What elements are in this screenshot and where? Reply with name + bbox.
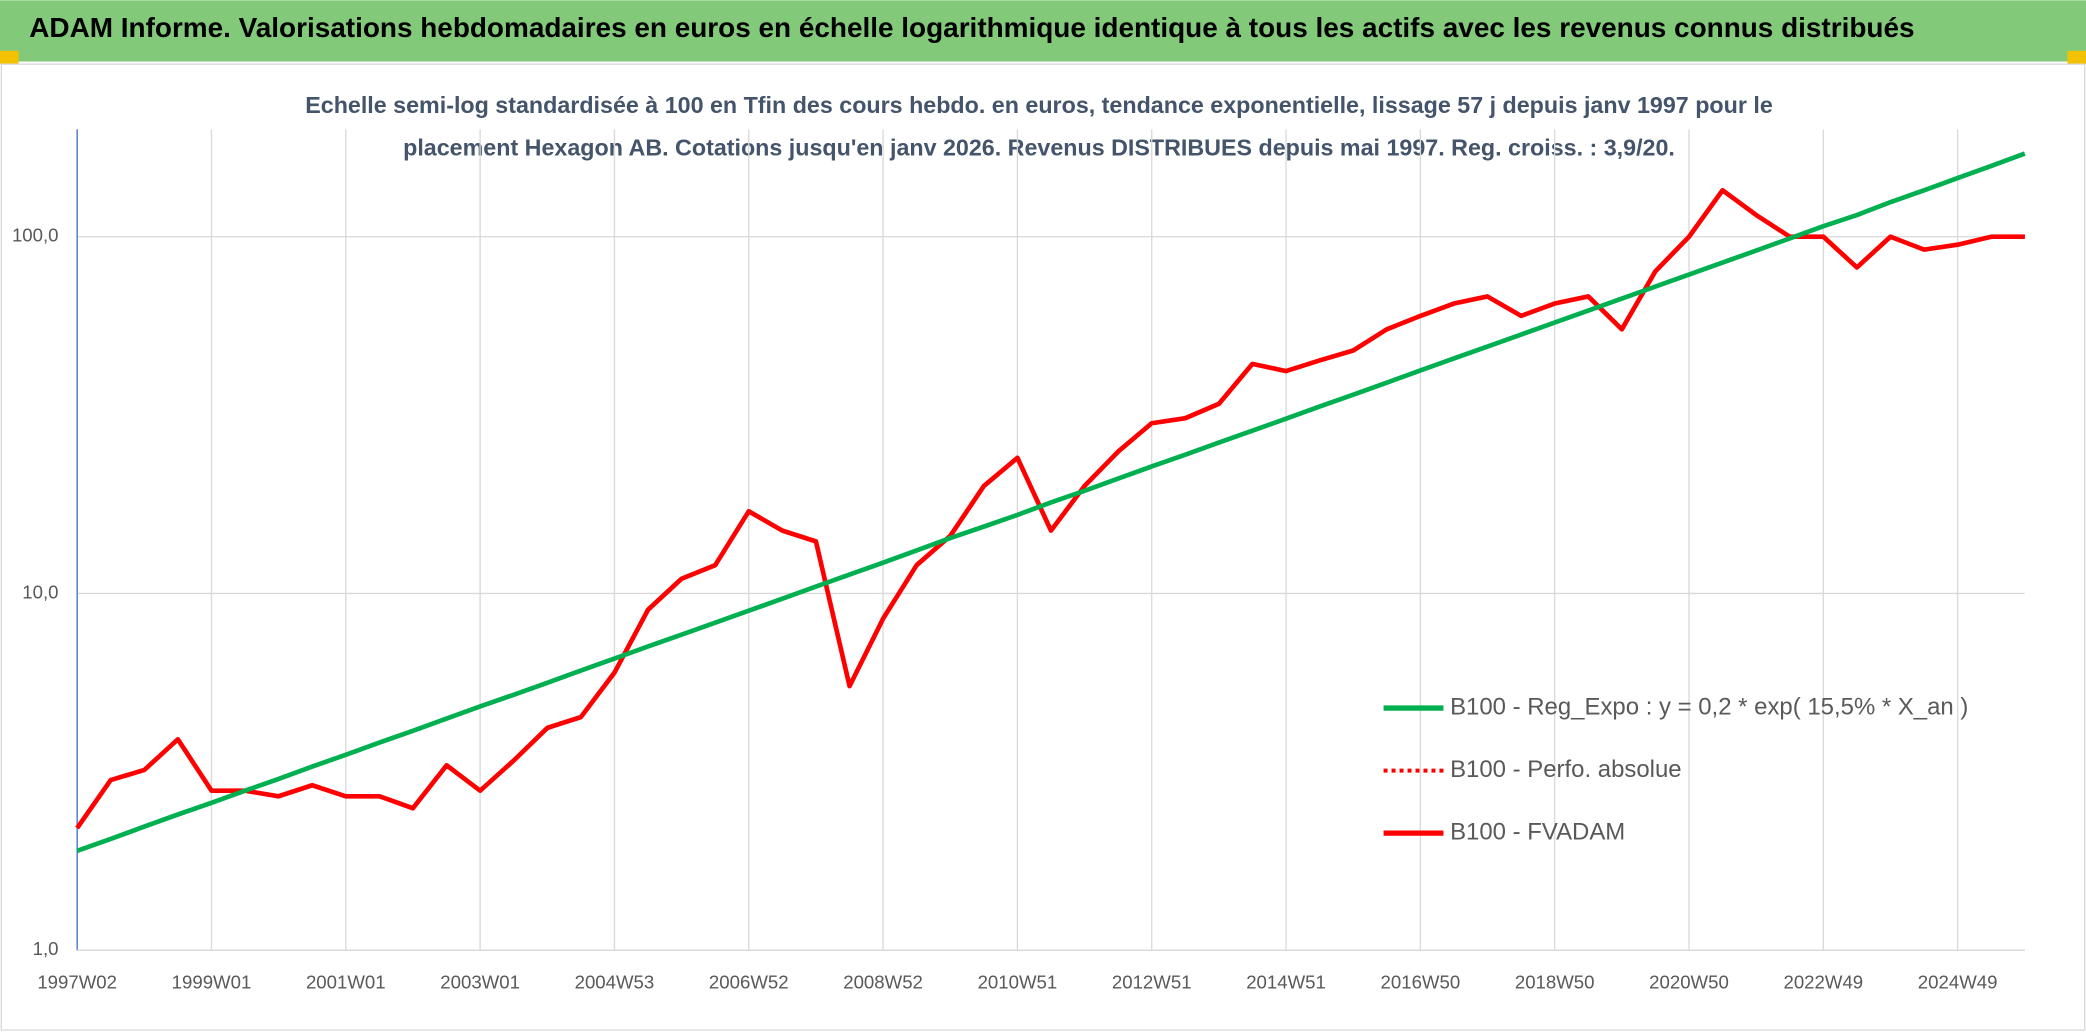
x-tick-label: 2010W51 [978,971,1058,992]
y-tick-label: 1,0 [33,938,59,959]
title-bar [0,0,2086,62]
x-tick-label: 2016W50 [1381,971,1461,992]
frame [0,63,2086,1031]
x-tick-label: 2018W50 [1515,971,1595,992]
x-tick-label: 2014W51 [1246,971,1326,992]
x-tick-label: 2004W53 [575,971,655,992]
x-tick-label: 1997W02 [37,971,117,992]
series-line [75,187,2025,830]
legend-label: B100 - Perfo. absolue [1450,756,1682,783]
x-tick-label: 2003W01 [440,971,520,992]
x-tick-label: 1999W01 [172,971,252,992]
x-tick-label: 2008W52 [843,971,923,992]
x-tick-label: 2024W49 [1918,971,1998,992]
x-tick-label: 2022W49 [1783,971,1863,992]
x-tick-label: 2006W52 [709,971,789,992]
chart-title: ADAM Informe. Valorisations hebdomadaire… [29,12,1914,43]
corner [2067,50,2086,65]
x-tick-label: 2001W01 [306,971,386,992]
subtitle: placement Hexagon AB. Cotations jusqu'en… [403,134,1675,160]
legend-label: B100 - FVADAM [1450,818,1625,845]
legend-label: B100 - Reg_Expo : y = 0,2 * exp( 15,5% *… [1450,693,1968,720]
y-tick-label: 10,0 [22,581,58,602]
x-tick-label: 2020W50 [1649,971,1729,992]
y-tick-label: 100,0 [12,225,59,246]
x-tick-label: 2012W51 [1112,971,1192,992]
series-line [76,151,2026,854]
corner [0,50,19,65]
subtitle: Echelle semi-log standardisée à 100 en T… [305,92,1773,118]
